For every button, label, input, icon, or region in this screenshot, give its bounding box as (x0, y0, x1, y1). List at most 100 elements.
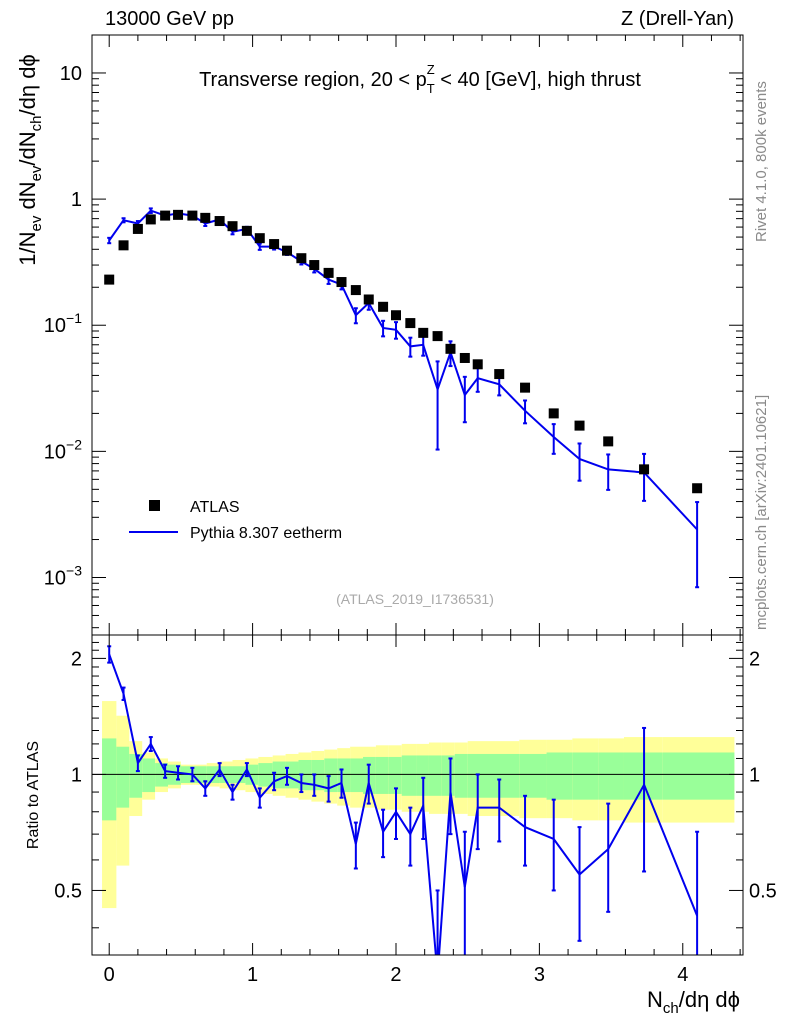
x-axis-label-main: N (647, 987, 663, 1012)
y-axis-label-part: dN (15, 181, 40, 215)
x-axis-label: Nch/dη dϕ (647, 987, 740, 1017)
atlas-point (254, 233, 265, 244)
atlas-point (472, 359, 483, 370)
band-inner (272, 761, 286, 789)
atlas-point (200, 212, 211, 223)
x-tick-label: 3 (534, 964, 545, 986)
chart-title-suffix: < 40 [GeV], high thrust (435, 69, 642, 91)
legend-label-pythia: Pythia 8.307 eetherm (190, 525, 342, 542)
band-inner (441, 755, 455, 796)
band-inner (598, 752, 624, 800)
x-tick-label: 0 (104, 964, 115, 986)
atlas-point (132, 223, 143, 234)
main-frame (91, 34, 744, 636)
band-inner (493, 753, 520, 798)
x-axis-label-rest: /dη dϕ (679, 987, 740, 1012)
chart-title-sup: Z (427, 62, 435, 77)
band-inner (142, 758, 156, 793)
ratio-frame (91, 634, 744, 956)
ratio-y-tick-label-right: 2 (749, 648, 760, 670)
atlas-point (269, 239, 280, 250)
header-left: 13000 GeV pp (105, 8, 234, 30)
band-inner (401, 755, 417, 796)
band-inner (662, 752, 735, 800)
ratio-bands (102, 701, 735, 909)
atlas-point (214, 216, 225, 227)
atlas-point (336, 277, 347, 288)
atlas-point (241, 225, 252, 236)
atlas-point (418, 327, 429, 338)
y-axis-label-sub: ev (28, 215, 45, 231)
atlas-point (104, 274, 115, 285)
chart-title-prefix: Transverse region, 20 < p (199, 69, 427, 91)
main-y-tick-base: 10 (44, 315, 66, 337)
band-inner (129, 753, 143, 798)
y-axis-label-part: 1/N (15, 232, 40, 266)
ratio-series (107, 645, 700, 955)
band-inner (102, 738, 117, 821)
atlas-point (432, 331, 443, 342)
band-inner (467, 753, 494, 798)
atlas-point (350, 285, 361, 296)
y-axis-label-sub: ch (28, 115, 45, 131)
band-inner (416, 755, 429, 796)
ratio-y-tick-label-right: 0.5 (749, 880, 777, 902)
band-inner (546, 752, 573, 800)
legend-label-atlas: ATLAS (190, 499, 240, 516)
atlas-point (459, 352, 470, 363)
band-inner (454, 753, 468, 798)
band-inner (428, 755, 442, 796)
atlas-point (603, 436, 614, 447)
atlas-point (227, 221, 238, 232)
atlas-point (282, 245, 293, 256)
atlas-point (160, 210, 171, 221)
main-y-tick-exp: −3 (66, 562, 82, 578)
atlas-point (118, 240, 129, 251)
band-inner (375, 756, 389, 794)
main-y-tick-label: 10−3 (44, 562, 82, 589)
ratio-y-tick-label-right: 1 (749, 764, 760, 786)
atlas-point (574, 420, 585, 431)
atlas-point (692, 483, 703, 494)
main-y-tick-exp: −1 (66, 310, 82, 326)
atlas-point (520, 382, 531, 393)
x-tick-label: 1 (247, 964, 258, 986)
main-y-tick-exp: −2 (66, 436, 82, 452)
band-inner (350, 758, 364, 793)
band-inner (572, 752, 599, 800)
ratio-y-tick-label: 1 (71, 764, 82, 786)
main-series (104, 207, 703, 589)
atlas-point (405, 318, 416, 329)
band-inner (337, 758, 351, 793)
band-inner (116, 746, 130, 808)
atlas-point (363, 294, 374, 305)
ratio-y-tick-label: 2 (71, 648, 82, 670)
atlas-point (390, 310, 401, 321)
main-y-tick-base: 10 (44, 567, 66, 589)
main-y-tick-base: 10 (44, 441, 66, 463)
main-y-tick-label: 10−2 (44, 436, 82, 463)
atlas-point (548, 408, 559, 419)
atlas-point (145, 214, 156, 225)
analysis-id: (ATLAS_2019_I1736531) (336, 591, 494, 607)
x-axis-label-sub: ch (663, 1000, 679, 1017)
y-axis-label-part: /dη dϕ (15, 54, 40, 115)
band-inner (519, 753, 547, 798)
main-y-tick-label: 10−1 (44, 310, 82, 337)
legend-marker-atlas (149, 500, 160, 511)
y-axis-label-sub: ev (28, 165, 45, 181)
main-y-tick-label: 1 (71, 189, 82, 211)
y-axis-label-ratio: Ratio to ATLAS (25, 741, 42, 849)
atlas-point (173, 209, 184, 220)
atlas-point (309, 260, 320, 271)
atlas-point (296, 253, 307, 264)
x-tick-label: 4 (677, 964, 688, 986)
chart-title: Transverse region, 20 < pZ T < 40 [GeV], … (199, 62, 641, 96)
atlas-point (187, 210, 198, 221)
atlas-point (494, 369, 505, 380)
header-right: Z (Drell-Yan) (621, 8, 734, 30)
y-axis-label-main: 1/Nev dNev/dNch/dη dϕ (15, 54, 45, 266)
band-inner (324, 758, 338, 793)
atlas-point (323, 267, 334, 278)
